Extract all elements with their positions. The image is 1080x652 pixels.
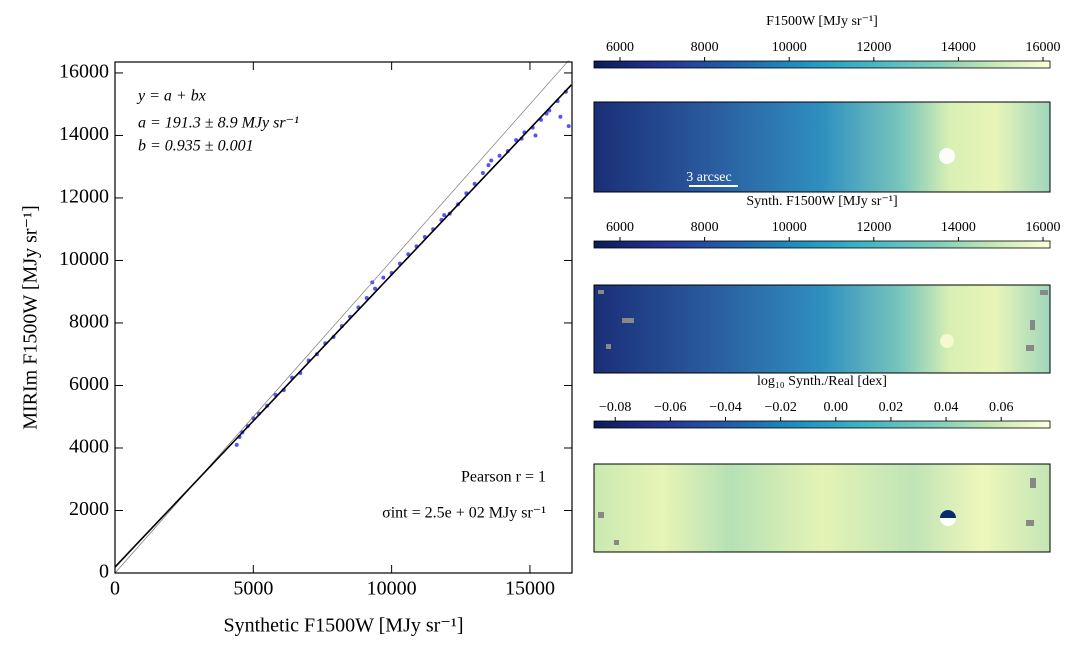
point xyxy=(566,124,571,129)
annotation: σint = 2.5e + 02 MJy sr⁻¹ xyxy=(382,505,546,522)
point xyxy=(373,286,378,291)
x-tick-label: 0 xyxy=(110,578,120,600)
y-tick-label: 16000 xyxy=(59,61,109,83)
colorbars: F1500W [MJy sr⁻¹] 6000 8000 10000 12000 14000… xyxy=(593,14,1061,429)
y-tick-label: 10000 xyxy=(59,248,109,270)
x-tick-label: 5000 xyxy=(233,578,273,600)
y-tick-label: 2000 xyxy=(69,498,109,520)
image-panel xyxy=(593,463,1051,553)
image-panel xyxy=(593,101,1051,193)
point xyxy=(558,114,563,119)
point xyxy=(489,158,494,163)
colorbar-tick-label: 0.04 xyxy=(934,400,959,415)
annotation: b = 0.935 ± 0.001 xyxy=(138,138,254,155)
colorbar-tick-label: 6000 xyxy=(606,220,634,235)
masked-pixels xyxy=(598,478,1036,545)
colorbar-tick-label: −0.06 xyxy=(654,400,686,415)
colorbar-tick-label: 0.02 xyxy=(879,400,904,415)
colorbar-tick-label: −0.04 xyxy=(709,400,741,415)
x-axis-label: Synthetic F1500W [MJy sr⁻¹] xyxy=(223,615,463,637)
y-tick-label: 12000 xyxy=(59,186,109,208)
point xyxy=(533,133,538,138)
colorbar-tick-label: 16000 xyxy=(1026,220,1061,235)
colorbar-tick-label: 8000 xyxy=(691,40,719,55)
point xyxy=(234,442,239,447)
masked-pixels xyxy=(598,290,1048,351)
colorbar xyxy=(593,240,1051,249)
x-tick-label: 10000 xyxy=(367,578,417,600)
point xyxy=(497,153,502,158)
annotation: a = 191.3 ± 8.9 MJy sr⁻¹ xyxy=(138,115,299,132)
y-tick-label: 8000 xyxy=(69,311,109,333)
fit-line xyxy=(114,84,573,568)
y-tick-label: 6000 xyxy=(69,373,109,395)
annotation: Pearson r = 1 xyxy=(461,469,546,486)
y-tick-label: 14000 xyxy=(59,123,109,145)
colorbar-tick-label: 0.06 xyxy=(989,400,1014,415)
scale-bar-label: 3 arcsec xyxy=(686,170,731,185)
colorbar-title: Synth. F1500W [MJy sr⁻¹] xyxy=(746,194,897,209)
colorbar-tick-label: −0.02 xyxy=(764,400,796,415)
annotation: y = a + bx xyxy=(136,88,206,105)
colorbar-tick-label: 10000 xyxy=(772,40,807,55)
colorbar-tick-label: 8000 xyxy=(691,220,719,235)
image-panel xyxy=(593,284,1051,374)
bright-source xyxy=(939,148,955,164)
y-axis-label: MIRIm F1500W [MJy sr⁻¹] xyxy=(20,205,42,430)
colorbar-tick-label: 0.00 xyxy=(824,400,849,415)
point xyxy=(480,170,485,175)
x-tick-label: 15000 xyxy=(505,578,555,600)
colorbar-tick-label: 14000 xyxy=(941,40,976,55)
y-tick-label: 4000 xyxy=(69,436,109,458)
colorbar-tick-label: 16000 xyxy=(1026,40,1061,55)
point xyxy=(381,275,386,280)
scatter-panel: 0 5000 10000 15000 0 2000 4000 6000 8000 10000 120… xyxy=(20,60,573,637)
colorbar xyxy=(593,60,1051,69)
colorbar-tick-label: 14000 xyxy=(941,220,976,235)
colorbar-title: F1500W [MJy sr⁻¹] xyxy=(766,14,878,29)
colorbar xyxy=(593,420,1051,429)
colorbar-tick-label: 10000 xyxy=(772,220,807,235)
colorbar-tick-label: −0.08 xyxy=(599,400,631,415)
point xyxy=(442,213,447,218)
plot-frame xyxy=(114,61,573,574)
colorbar-tick-label: 12000 xyxy=(856,220,891,235)
point xyxy=(486,163,491,168)
bright-source xyxy=(940,334,954,348)
colorbar-tick-label: 6000 xyxy=(606,40,634,55)
colorbar-tick-label: 12000 xyxy=(856,40,891,55)
residual-source xyxy=(940,510,956,518)
y-tick-label: 0 xyxy=(99,561,109,583)
colorbar-title: log₁₀ Synth./Real [dex] xyxy=(757,374,887,389)
